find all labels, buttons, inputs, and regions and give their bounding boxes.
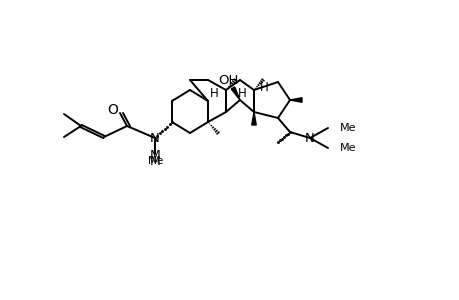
Text: O: O (107, 103, 118, 117)
Text: H: H (237, 86, 246, 100)
Text: H: H (209, 86, 218, 100)
Polygon shape (289, 98, 302, 102)
Polygon shape (251, 112, 256, 125)
Text: M: M (149, 148, 160, 161)
Text: N: N (150, 131, 160, 145)
Text: H: H (259, 80, 268, 94)
Text: Me: Me (339, 123, 356, 133)
Text: Me: Me (148, 156, 163, 166)
Text: OH: OH (218, 74, 238, 86)
Polygon shape (231, 87, 240, 100)
Text: M: M (149, 154, 160, 167)
Text: N: N (304, 131, 314, 145)
Text: Me: Me (339, 143, 356, 153)
